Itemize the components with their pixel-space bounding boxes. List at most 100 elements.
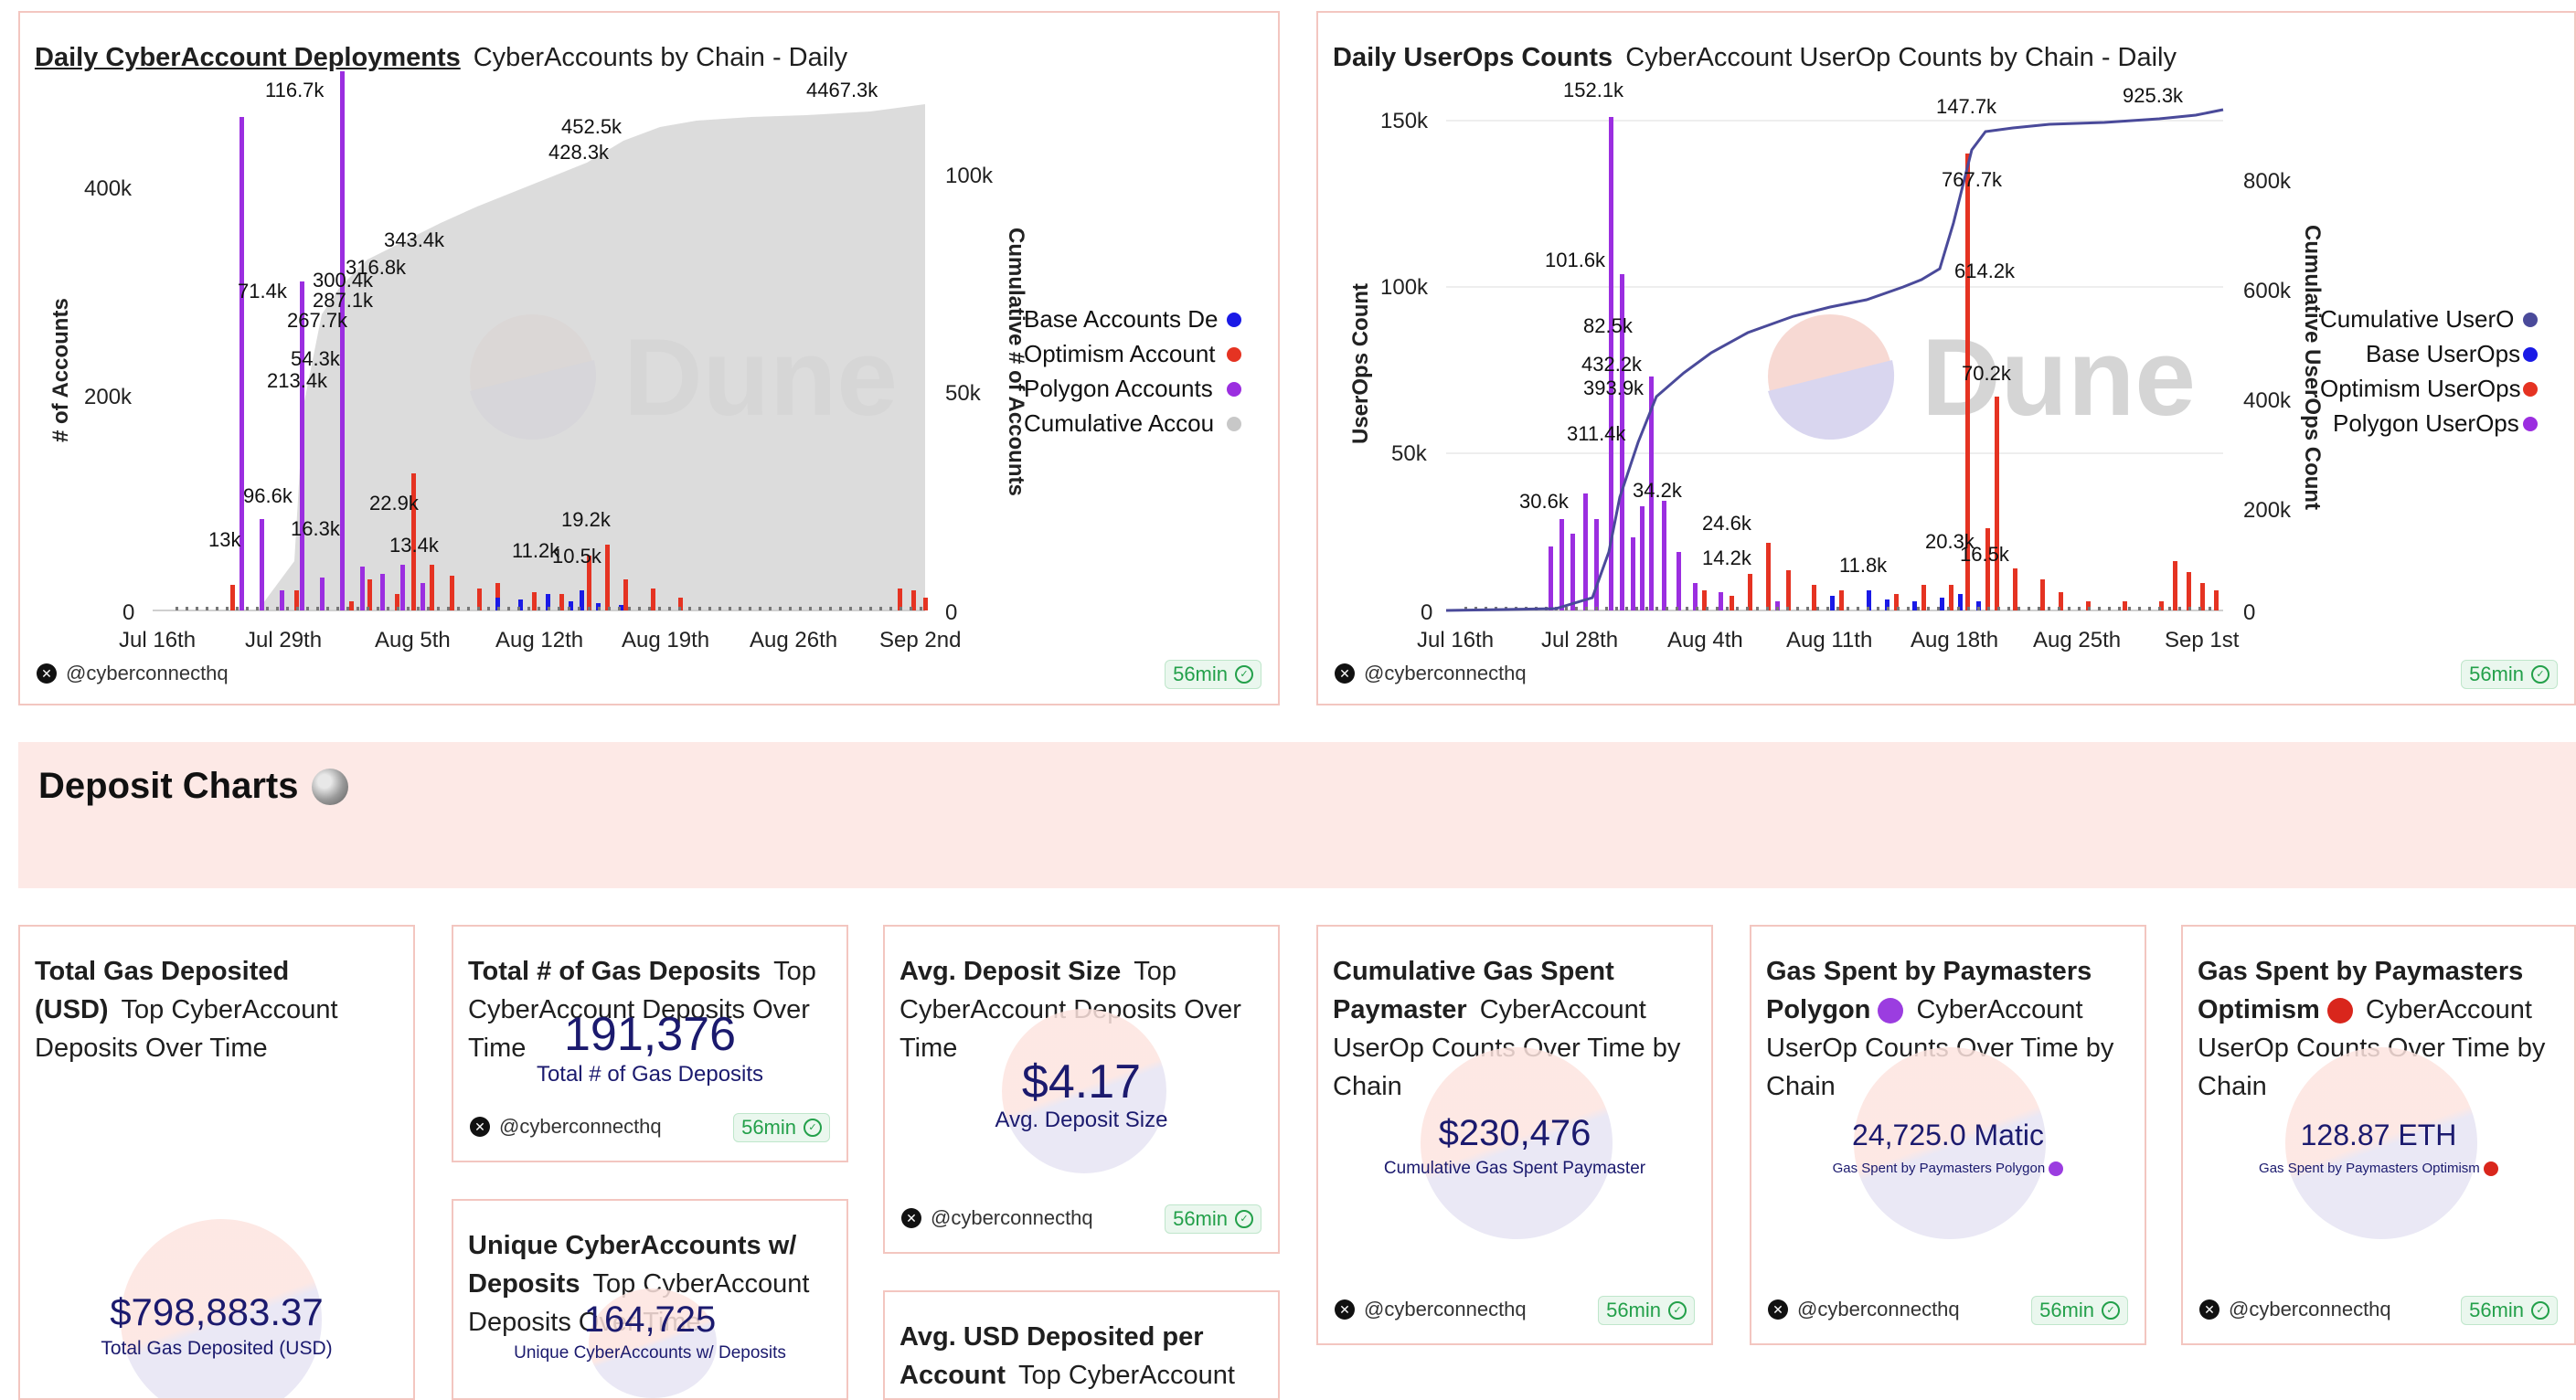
userops-legend[interactable]: Cumulative UserO Base UserOps Optimism U…	[2320, 305, 2538, 437]
chart-bar	[598, 607, 601, 610]
legend-optimism-userops[interactable]: Optimism UserOps	[2320, 375, 2521, 402]
card-title[interactable]: Total Gas Deposited (USD)	[35, 957, 290, 1024]
avg-usd-deposited-card: Avg. USD Deposited per Account Top CyberA…	[883, 1290, 1280, 1400]
card-header: Avg. USD Deposited per Account Top CyberA…	[899, 1318, 1263, 1395]
legend-base-userops[interactable]: Base UserOps	[2366, 340, 2520, 367]
card-refresh-timer[interactable]: 56min ✓	[1598, 1296, 1695, 1325]
y-right-tick-200k: 200k	[2243, 498, 2292, 523]
card-title[interactable]: Gas Spent by Paymasters Polygon	[1766, 957, 2092, 1024]
x-logo-icon: ✕	[1768, 1299, 1788, 1320]
legend-base-accounts[interactable]: Base Accounts De	[1024, 305, 1218, 333]
deployments-author[interactable]: ✕ @cyberconnecthq	[37, 662, 229, 685]
x-logo-icon: ✕	[1335, 663, 1355, 684]
chart-bar	[608, 607, 611, 610]
chart-bar	[911, 590, 916, 610]
legend-polygon-accounts[interactable]: Polygon Accounts	[1024, 375, 1213, 402]
userops-chart-title[interactable]: Daily UserOps Counts	[1333, 43, 1613, 72]
card-title[interactable]: Total # of Gas Deposits	[468, 957, 761, 986]
userops-author[interactable]: ✕ @cyberconnecthq	[1335, 662, 1527, 685]
chart-bar	[1839, 590, 1844, 610]
counter-background-blob	[589, 1289, 717, 1398]
y-right-tick-50k: 50k	[945, 381, 982, 406]
counter-background-blob	[1854, 1047, 2046, 1239]
card-author[interactable]: ✕ @cyberconnecthq	[1768, 1298, 1960, 1321]
counter-value: $4.17	[1021, 1055, 1142, 1108]
x-tick: Sep 1st	[2165, 628, 2240, 652]
card-author[interactable]: ✕ @cyberconnecthq	[2199, 1298, 2391, 1321]
legend-dot-optimism	[1227, 347, 1241, 362]
chart-bar	[2017, 607, 2020, 610]
card-refresh-timer[interactable]: 56min ✓	[2461, 1296, 2558, 1325]
data-label: 432.2k	[1581, 353, 1643, 376]
chart-bar	[1662, 501, 1666, 610]
chart-bar	[698, 607, 701, 610]
chart-bar	[1716, 607, 1719, 610]
card-author[interactable]: ✕ @cyberconnecthq	[470, 1115, 662, 1139]
chart-bar	[2078, 607, 2081, 610]
card-refresh-timer[interactable]: 56min ✓	[2031, 1296, 2128, 1325]
legend-optimism-accounts[interactable]: Optimism Account	[1024, 340, 1216, 367]
legend-cumulative-accounts[interactable]: Cumulative Accou	[1024, 409, 1214, 437]
legend-polygon-userops[interactable]: Polygon UserOps	[2333, 409, 2519, 437]
chart-bar	[1867, 590, 1871, 610]
chart-bar	[487, 607, 490, 610]
y-right-tick-0: 0	[2243, 600, 2255, 625]
deployments-refresh-timer[interactable]: 56min ✓	[1165, 660, 1261, 689]
legend-cumulative-userops[interactable]: Cumulative UserO	[2320, 305, 2514, 333]
card-author[interactable]: ✕ @cyberconnecthq	[1335, 1298, 1527, 1321]
chart-bar	[605, 545, 610, 610]
chart-bar	[779, 607, 782, 610]
deployments-chart-title[interactable]: Daily CyberAccount Deployments	[35, 43, 461, 72]
chart-bar	[1693, 583, 1698, 610]
chart-bar	[749, 607, 751, 610]
chart-bar	[226, 607, 229, 610]
card-title[interactable]: Unique CyberAccounts w/ Deposits	[468, 1231, 797, 1299]
chart-bar	[450, 576, 454, 610]
data-label: 614.2k	[1954, 260, 2016, 282]
chart-bar	[2187, 572, 2191, 610]
card-refresh-timer[interactable]: 56min ✓	[1165, 1204, 1261, 1234]
chart-bar	[1995, 397, 1999, 610]
chart-bar	[2200, 583, 2205, 610]
chart-bar	[477, 607, 480, 610]
chart-bar	[230, 585, 235, 610]
data-label: 13k	[208, 528, 241, 551]
author-handle: @cyberconnecthq	[1797, 1298, 1960, 1320]
card-author[interactable]: ✕ @cyberconnecthq	[901, 1206, 1093, 1230]
data-label: 11.8k	[1839, 554, 1888, 577]
chart-bar	[619, 605, 623, 610]
chart-bar	[300, 281, 304, 610]
chart-bar	[1766, 607, 1769, 610]
card-title[interactable]: Avg. Deposit Size	[899, 957, 1122, 986]
data-label: 767.7k	[1942, 168, 2003, 191]
chart-bar	[2178, 607, 2181, 610]
card-title[interactable]: Gas Spent by Paymasters Optimism	[2198, 957, 2524, 1024]
chart-bar	[1786, 607, 1789, 610]
card-title[interactable]: Cumulative Gas Spent Paymaster	[1333, 957, 1614, 1024]
deployments-chart-svg[interactable]: Dune 116.7k71.4k267.7k54.3k213.4k96.6k16…	[20, 13, 1280, 705]
chart-bar	[1756, 607, 1759, 610]
chart-bar	[889, 607, 892, 610]
legend-dot-base	[1227, 313, 1241, 327]
counter-background-blob	[1421, 1047, 1613, 1239]
data-label: 20.3k	[1925, 530, 1975, 553]
chart-bar	[1776, 607, 1779, 610]
data-label: 116.7k	[265, 79, 325, 101]
chart-bar	[2118, 607, 2121, 610]
x-logo-icon: ✕	[901, 1208, 921, 1228]
timer-text: 56min	[2039, 1299, 2094, 1321]
chart-bar	[558, 607, 560, 610]
chart-bar	[1631, 537, 1635, 610]
chart-bar	[1976, 601, 1981, 610]
userops-chart-svg[interactable]: Dune 152.1k101.6k82.5k432.2k393.9k311.4k…	[1318, 13, 2576, 705]
data-label: 428.3k	[548, 141, 610, 164]
y-left-axis-title: UserOps Count	[1348, 283, 1373, 444]
userops-refresh-timer[interactable]: 56min ✓	[2461, 660, 2558, 689]
deployments-legend[interactable]: Base Accounts De Optimism Account Polygo…	[1024, 305, 1241, 437]
chart-bar	[2040, 579, 2045, 610]
card-refresh-timer[interactable]: 56min ✓	[733, 1113, 830, 1142]
chart-bar	[1894, 594, 1899, 610]
chart-bar	[678, 598, 683, 610]
chart-bar	[240, 117, 244, 610]
chart-bar	[769, 607, 772, 610]
